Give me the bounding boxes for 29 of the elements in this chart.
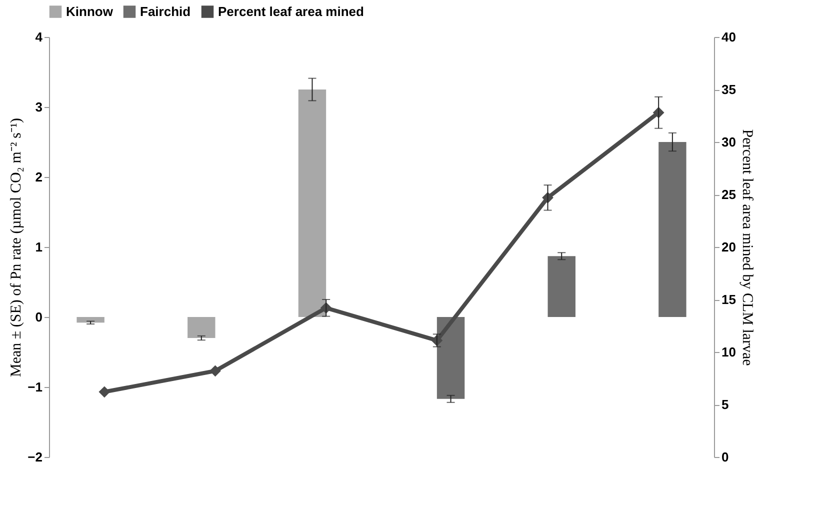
bar <box>658 142 686 317</box>
y-tick-label: 2 <box>35 170 42 184</box>
y-tick-label: 4 <box>35 30 44 44</box>
bar <box>436 317 465 399</box>
y2-tick-label: 20 <box>722 240 736 254</box>
bar <box>76 317 104 323</box>
legend-label: Percent leaf area mined <box>218 4 364 19</box>
y2-tick-label: 10 <box>722 344 736 360</box>
y2-tick-label: 15 <box>722 292 736 307</box>
y2-tick-label: 0 <box>722 450 729 464</box>
legend-label: Kinnow <box>66 4 114 19</box>
y-axis-title: Mean ± (SE) of Pn rate (µmol CO₂ m⁻² s⁻¹) <box>8 118 25 377</box>
point <box>98 386 110 398</box>
point <box>210 365 221 377</box>
y-tick-label: −1 <box>28 380 42 394</box>
y2-tick-label: 30 <box>722 134 736 150</box>
legend-label: Fairchid <box>140 4 191 19</box>
y-tick-label: 0 <box>35 310 42 324</box>
y2-tick-label: 5 <box>722 397 729 412</box>
y2-tick-label: 25 <box>722 187 736 202</box>
bar <box>188 317 216 338</box>
y2-tick-label: 40 <box>722 30 736 44</box>
bar <box>298 90 326 317</box>
bar <box>548 256 576 317</box>
y-tick-label: 1 <box>35 240 42 254</box>
y2-tick-label: 35 <box>722 82 736 97</box>
y-tick-label: −2 <box>28 450 42 464</box>
y-tick-label: 3 <box>35 100 42 114</box>
y2-axis-title: Percent leaf area mined by CLM larvae <box>738 129 755 366</box>
